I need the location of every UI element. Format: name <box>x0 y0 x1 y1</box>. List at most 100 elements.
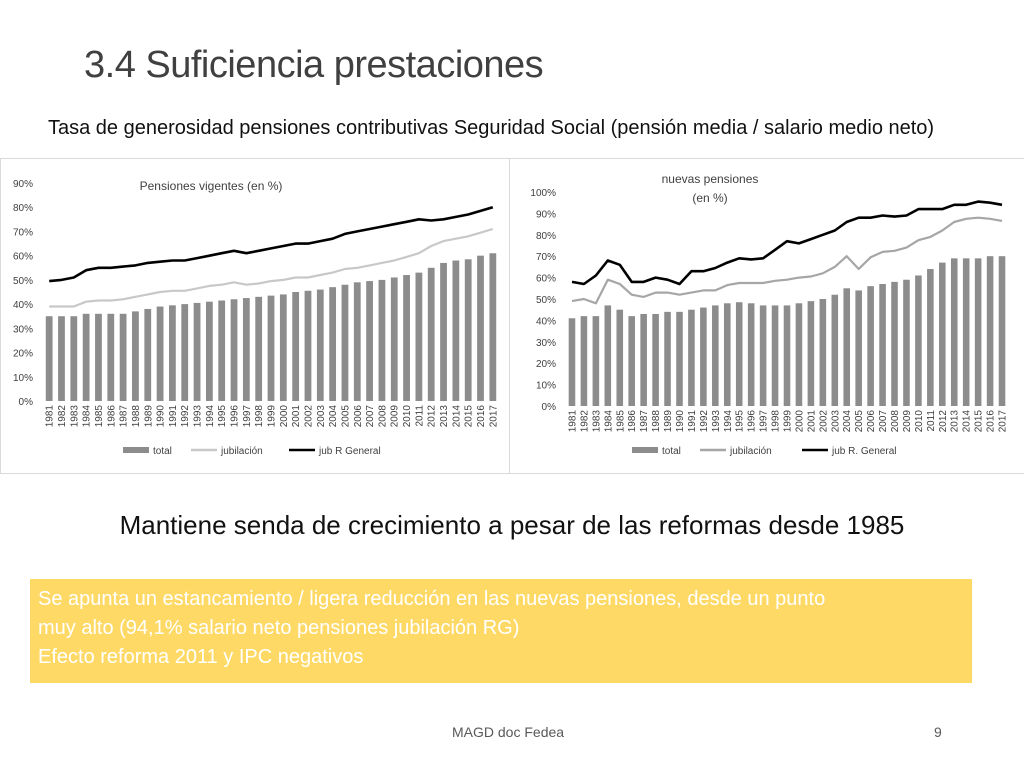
c2-bar-total-2017 <box>998 256 1006 406</box>
c2-xtick-label: 2017 <box>998 410 1009 433</box>
c2-xtick-label: 1982 <box>579 410 590 433</box>
c1-ytick-label: 80% <box>13 203 33 214</box>
c2-bar-total-1989 <box>664 311 671 406</box>
c1-legend-label: total <box>153 446 172 457</box>
c2-bar-total-1987 <box>640 313 647 406</box>
c1-xtick-label: 2004 <box>328 405 339 428</box>
c2-xtick-label: 1986 <box>627 410 638 433</box>
c1-bar-total-1989 <box>144 308 152 401</box>
c1-legend-label: jub R General <box>318 446 381 457</box>
c1-bar-total-1996 <box>230 299 238 401</box>
c1-bar-total-2007 <box>366 281 373 401</box>
c2-bar-total-1997 <box>759 305 767 406</box>
c2-legend-label: jub R. General <box>831 446 896 457</box>
c2-xtick-label: 2009 <box>902 410 913 433</box>
c2-xtick-label: 1998 <box>771 410 782 433</box>
c2-bar-total-1981 <box>568 318 576 406</box>
c2-xtick-label: 2005 <box>854 410 865 433</box>
c1-bar-total-2011 <box>415 272 423 401</box>
c1-xtick-label: 1985 <box>94 405 105 428</box>
note-line-3: Efecto reforma 2011 y IPC negativos <box>38 646 364 668</box>
c1-bar-total-1990 <box>156 306 164 401</box>
c2-title-line-2: (en %) <box>692 191 727 205</box>
c2-bar-total-2011 <box>927 269 934 406</box>
c1-bar-total-2002 <box>304 290 312 401</box>
c1-xtick-label: 2002 <box>303 405 314 428</box>
c2-bar-total-2009 <box>903 279 910 406</box>
c2-bar-total-1995 <box>735 302 743 406</box>
c1-ytick-label: 10% <box>13 373 33 384</box>
c2-ytick-label: 20% <box>536 359 556 370</box>
c2-bar-total-1994 <box>723 303 731 406</box>
c2-bar-total-2005 <box>855 290 862 406</box>
c2-bar-total-2004 <box>843 288 851 406</box>
c1-bar-total-1986 <box>107 313 115 401</box>
c2-xtick-label: 2000 <box>794 410 805 433</box>
c1-bar-total-1988 <box>132 311 139 401</box>
c2-bar-total-1985 <box>616 309 624 406</box>
c1-ytick-label: 90% <box>13 179 33 190</box>
c1-xtick-label: 1991 <box>168 405 179 428</box>
c2-bar-total-1992 <box>700 307 707 406</box>
c2-ytick-label: 60% <box>536 274 556 285</box>
c2-bar-total-2007 <box>879 284 886 406</box>
c1-bar-total-2000 <box>279 294 287 401</box>
c1-xtick-label: 1996 <box>230 405 241 428</box>
c1-legend-label: jubilación <box>220 446 263 457</box>
c1-ytick-label: 50% <box>13 276 33 287</box>
c2-bar-total-1998 <box>771 305 779 406</box>
c1-bar-total-2013 <box>440 262 447 401</box>
c1-bar-total-2008 <box>378 279 386 401</box>
c1-xtick-label: 2000 <box>279 405 290 428</box>
note-box: Se apunta un estancamiento / ligera redu… <box>30 579 972 683</box>
c1-bar-total-1985 <box>95 313 102 401</box>
c2-bar-total-1990 <box>676 311 683 406</box>
c2-xtick-label: 2016 <box>986 410 997 433</box>
c1-bar-total-1984 <box>82 313 90 401</box>
c2-xtick-label: 1981 <box>567 410 578 433</box>
c2-xtick-label: 2007 <box>878 410 889 433</box>
c1-bar-total-1995 <box>218 300 226 401</box>
c2-xtick-label: 1983 <box>591 410 602 433</box>
c2-legend-label: total <box>662 446 681 457</box>
c2-xtick-label: 1996 <box>747 410 758 433</box>
c2-xtick-label: 2012 <box>938 410 949 433</box>
c2-legend-label: jubilación <box>729 446 772 457</box>
c2-xtick-label: 2003 <box>830 410 841 433</box>
c2-xtick-label: 2010 <box>914 410 925 433</box>
c1-xtick-label: 1992 <box>180 405 191 428</box>
c1-bar-total-2006 <box>353 282 361 401</box>
c1-bar-total-2017 <box>489 253 497 401</box>
c2-xtick-label: 2002 <box>818 410 829 433</box>
c1-xtick-label: 1981 <box>45 405 56 428</box>
slide-subtitle: Tasa de generosidad pensiones contributi… <box>48 117 935 139</box>
c2-bar-total-1988 <box>652 313 659 406</box>
c2-line-jub-r-general <box>571 200 1003 286</box>
c2-title-line-1: nuevas pensiones <box>662 172 759 186</box>
c1-xtick-label: 2014 <box>451 405 462 428</box>
c1-bar-total-1999 <box>267 295 275 401</box>
c2-xtick-label: 2011 <box>926 410 937 432</box>
c2-bar-total-1991 <box>688 309 695 406</box>
c2-bar-total-2012 <box>939 262 946 406</box>
chart-pensiones-vigentes: Pensiones vigentes (en %) 0% 10% 20% 30% 40% 5… <box>0 158 510 474</box>
c1-xtick-label: 1987 <box>119 405 130 428</box>
c2-bar-total-2015 <box>974 258 982 406</box>
c1-bar-total-2010 <box>403 275 410 401</box>
c2-bar-total-2003 <box>831 294 839 406</box>
c1-bar-total-2003 <box>316 289 324 401</box>
c1-xtick-label: 2015 <box>464 405 475 428</box>
c2-bar-total-1996 <box>747 303 755 406</box>
c1-bar-total-2016 <box>477 255 484 401</box>
chart-nuevas-pensiones: nuevas pensiones (en %) 0% 10% 20% 30% 40% 50% 6… <box>509 158 1024 474</box>
note-line-2: muy alto (94,1% salario neto pensiones j… <box>38 617 520 639</box>
c1-ytick-label: 0% <box>19 397 34 408</box>
c2-xtick-label: 2015 <box>974 410 985 433</box>
c2-xtick-label: 2013 <box>950 410 961 433</box>
c1-xtick-label: 1997 <box>242 405 253 428</box>
c1-xtick-label: 1989 <box>143 405 154 428</box>
c1-xtick-label: 1993 <box>193 405 204 428</box>
c1-bar-total-2014 <box>452 260 460 401</box>
c1-xtick-label: 1986 <box>106 405 117 428</box>
c1-xtick-label: 1990 <box>156 405 167 428</box>
